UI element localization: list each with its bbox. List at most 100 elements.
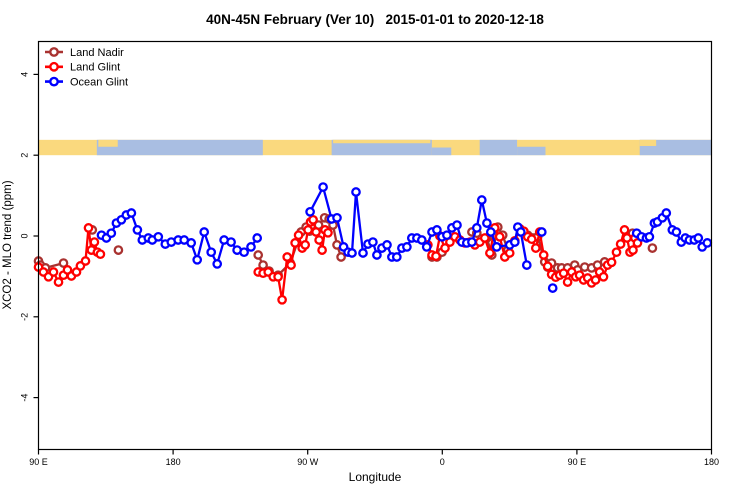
data-point bbox=[286, 260, 296, 270]
data-point bbox=[526, 234, 537, 245]
legend-label: Land Glint bbox=[70, 62, 120, 74]
data-point bbox=[89, 237, 100, 247]
map-ocean-segment bbox=[517, 146, 546, 156]
data-point bbox=[311, 227, 321, 237]
data-point bbox=[308, 214, 318, 225]
data-point bbox=[416, 235, 427, 245]
data-point bbox=[206, 247, 217, 258]
data-point bbox=[494, 231, 505, 242]
data-point bbox=[314, 235, 324, 245]
data-point bbox=[482, 218, 492, 228]
data-point bbox=[358, 248, 368, 258]
x-tick-label: 90 E bbox=[29, 457, 48, 467]
x-axis: 90 E 180 90 W 0 90 E 180 bbox=[29, 449, 719, 467]
series-ocean-glint bbox=[96, 182, 713, 293]
data-point bbox=[542, 261, 553, 272]
y-axis-label: XCO2 - MLO trend (ppm) bbox=[2, 180, 14, 310]
data-point bbox=[432, 225, 442, 235]
y-tick-label: -2 bbox=[20, 313, 30, 321]
data-point bbox=[80, 256, 91, 266]
data-point bbox=[199, 227, 210, 237]
data-point bbox=[391, 252, 402, 262]
plot-title: 40N-45N February (Ver 10) 2015-01-01 to … bbox=[0, 12, 750, 27]
data-point bbox=[153, 231, 164, 242]
data-point bbox=[186, 238, 197, 248]
data-point bbox=[521, 260, 532, 270]
plot-border bbox=[37, 40, 713, 451]
x-tick-label: 0 bbox=[440, 457, 445, 467]
data-point bbox=[590, 275, 601, 285]
plot-title-daterange: 2015-01-01 to 2020-12-18 bbox=[385, 12, 544, 27]
data-point bbox=[476, 195, 487, 205]
legend-marker bbox=[49, 61, 59, 72]
data-point bbox=[702, 238, 713, 248]
data-point bbox=[471, 223, 482, 233]
data-point bbox=[347, 248, 357, 258]
y-axis: -4 -2 0 2 4 bbox=[20, 72, 39, 402]
data-point bbox=[305, 206, 315, 217]
map-land-segment bbox=[639, 139, 657, 146]
data-point bbox=[467, 237, 477, 247]
data-point bbox=[440, 243, 450, 253]
x-tick-label: 90 W bbox=[297, 457, 319, 467]
data-point bbox=[95, 249, 106, 260]
data-point bbox=[132, 225, 143, 235]
data-point bbox=[615, 239, 626, 249]
data-point bbox=[48, 267, 59, 277]
data-point bbox=[332, 212, 342, 223]
data-point bbox=[106, 228, 117, 239]
data-point bbox=[671, 227, 682, 237]
y-tick-label: 4 bbox=[20, 72, 30, 77]
latitude-strip-map bbox=[38, 139, 712, 156]
data-point bbox=[253, 250, 264, 260]
data-point bbox=[644, 231, 655, 242]
data-point bbox=[485, 227, 496, 237]
data-point bbox=[485, 248, 495, 258]
data-point bbox=[192, 254, 203, 265]
x-tick-label: 180 bbox=[166, 457, 181, 467]
data-point bbox=[628, 245, 638, 255]
data-point bbox=[290, 238, 300, 248]
data-point bbox=[58, 258, 69, 268]
data-point bbox=[246, 242, 256, 252]
data-point bbox=[693, 233, 704, 243]
data-point bbox=[536, 227, 547, 237]
data-point bbox=[515, 227, 526, 237]
data-point bbox=[538, 250, 549, 260]
y-tick-label: 2 bbox=[20, 153, 30, 158]
map-ocean-segment bbox=[96, 139, 263, 156]
data-point bbox=[547, 283, 558, 293]
data-point bbox=[351, 187, 361, 197]
data-point bbox=[239, 247, 249, 258]
data-point bbox=[318, 182, 328, 192]
data-point bbox=[504, 248, 515, 258]
data-point bbox=[382, 240, 392, 250]
data-point bbox=[212, 259, 223, 269]
data-point bbox=[323, 227, 333, 238]
x-axis-label: Longitude bbox=[348, 470, 402, 484]
x-tick-label: 180 bbox=[704, 457, 719, 467]
data-point bbox=[53, 277, 64, 287]
data-point bbox=[452, 220, 462, 230]
data-point bbox=[647, 243, 658, 253]
data-point bbox=[431, 251, 441, 262]
data-point bbox=[293, 230, 304, 241]
data-point bbox=[273, 271, 283, 282]
map-ocean-segment bbox=[639, 139, 712, 156]
data-point bbox=[113, 245, 124, 255]
data-point bbox=[421, 242, 432, 252]
data-point bbox=[558, 268, 569, 279]
data-point bbox=[562, 277, 573, 287]
data-point bbox=[598, 271, 609, 282]
legend-marker bbox=[49, 76, 59, 87]
data-point bbox=[611, 247, 622, 258]
data-point bbox=[252, 233, 263, 243]
data-point bbox=[372, 250, 382, 260]
legend-label: Ocean Glint bbox=[70, 76, 128, 88]
y-tick-label: -4 bbox=[20, 394, 30, 402]
data-point bbox=[368, 237, 378, 247]
data-point bbox=[479, 233, 490, 243]
y-tick-label: 0 bbox=[20, 233, 30, 238]
